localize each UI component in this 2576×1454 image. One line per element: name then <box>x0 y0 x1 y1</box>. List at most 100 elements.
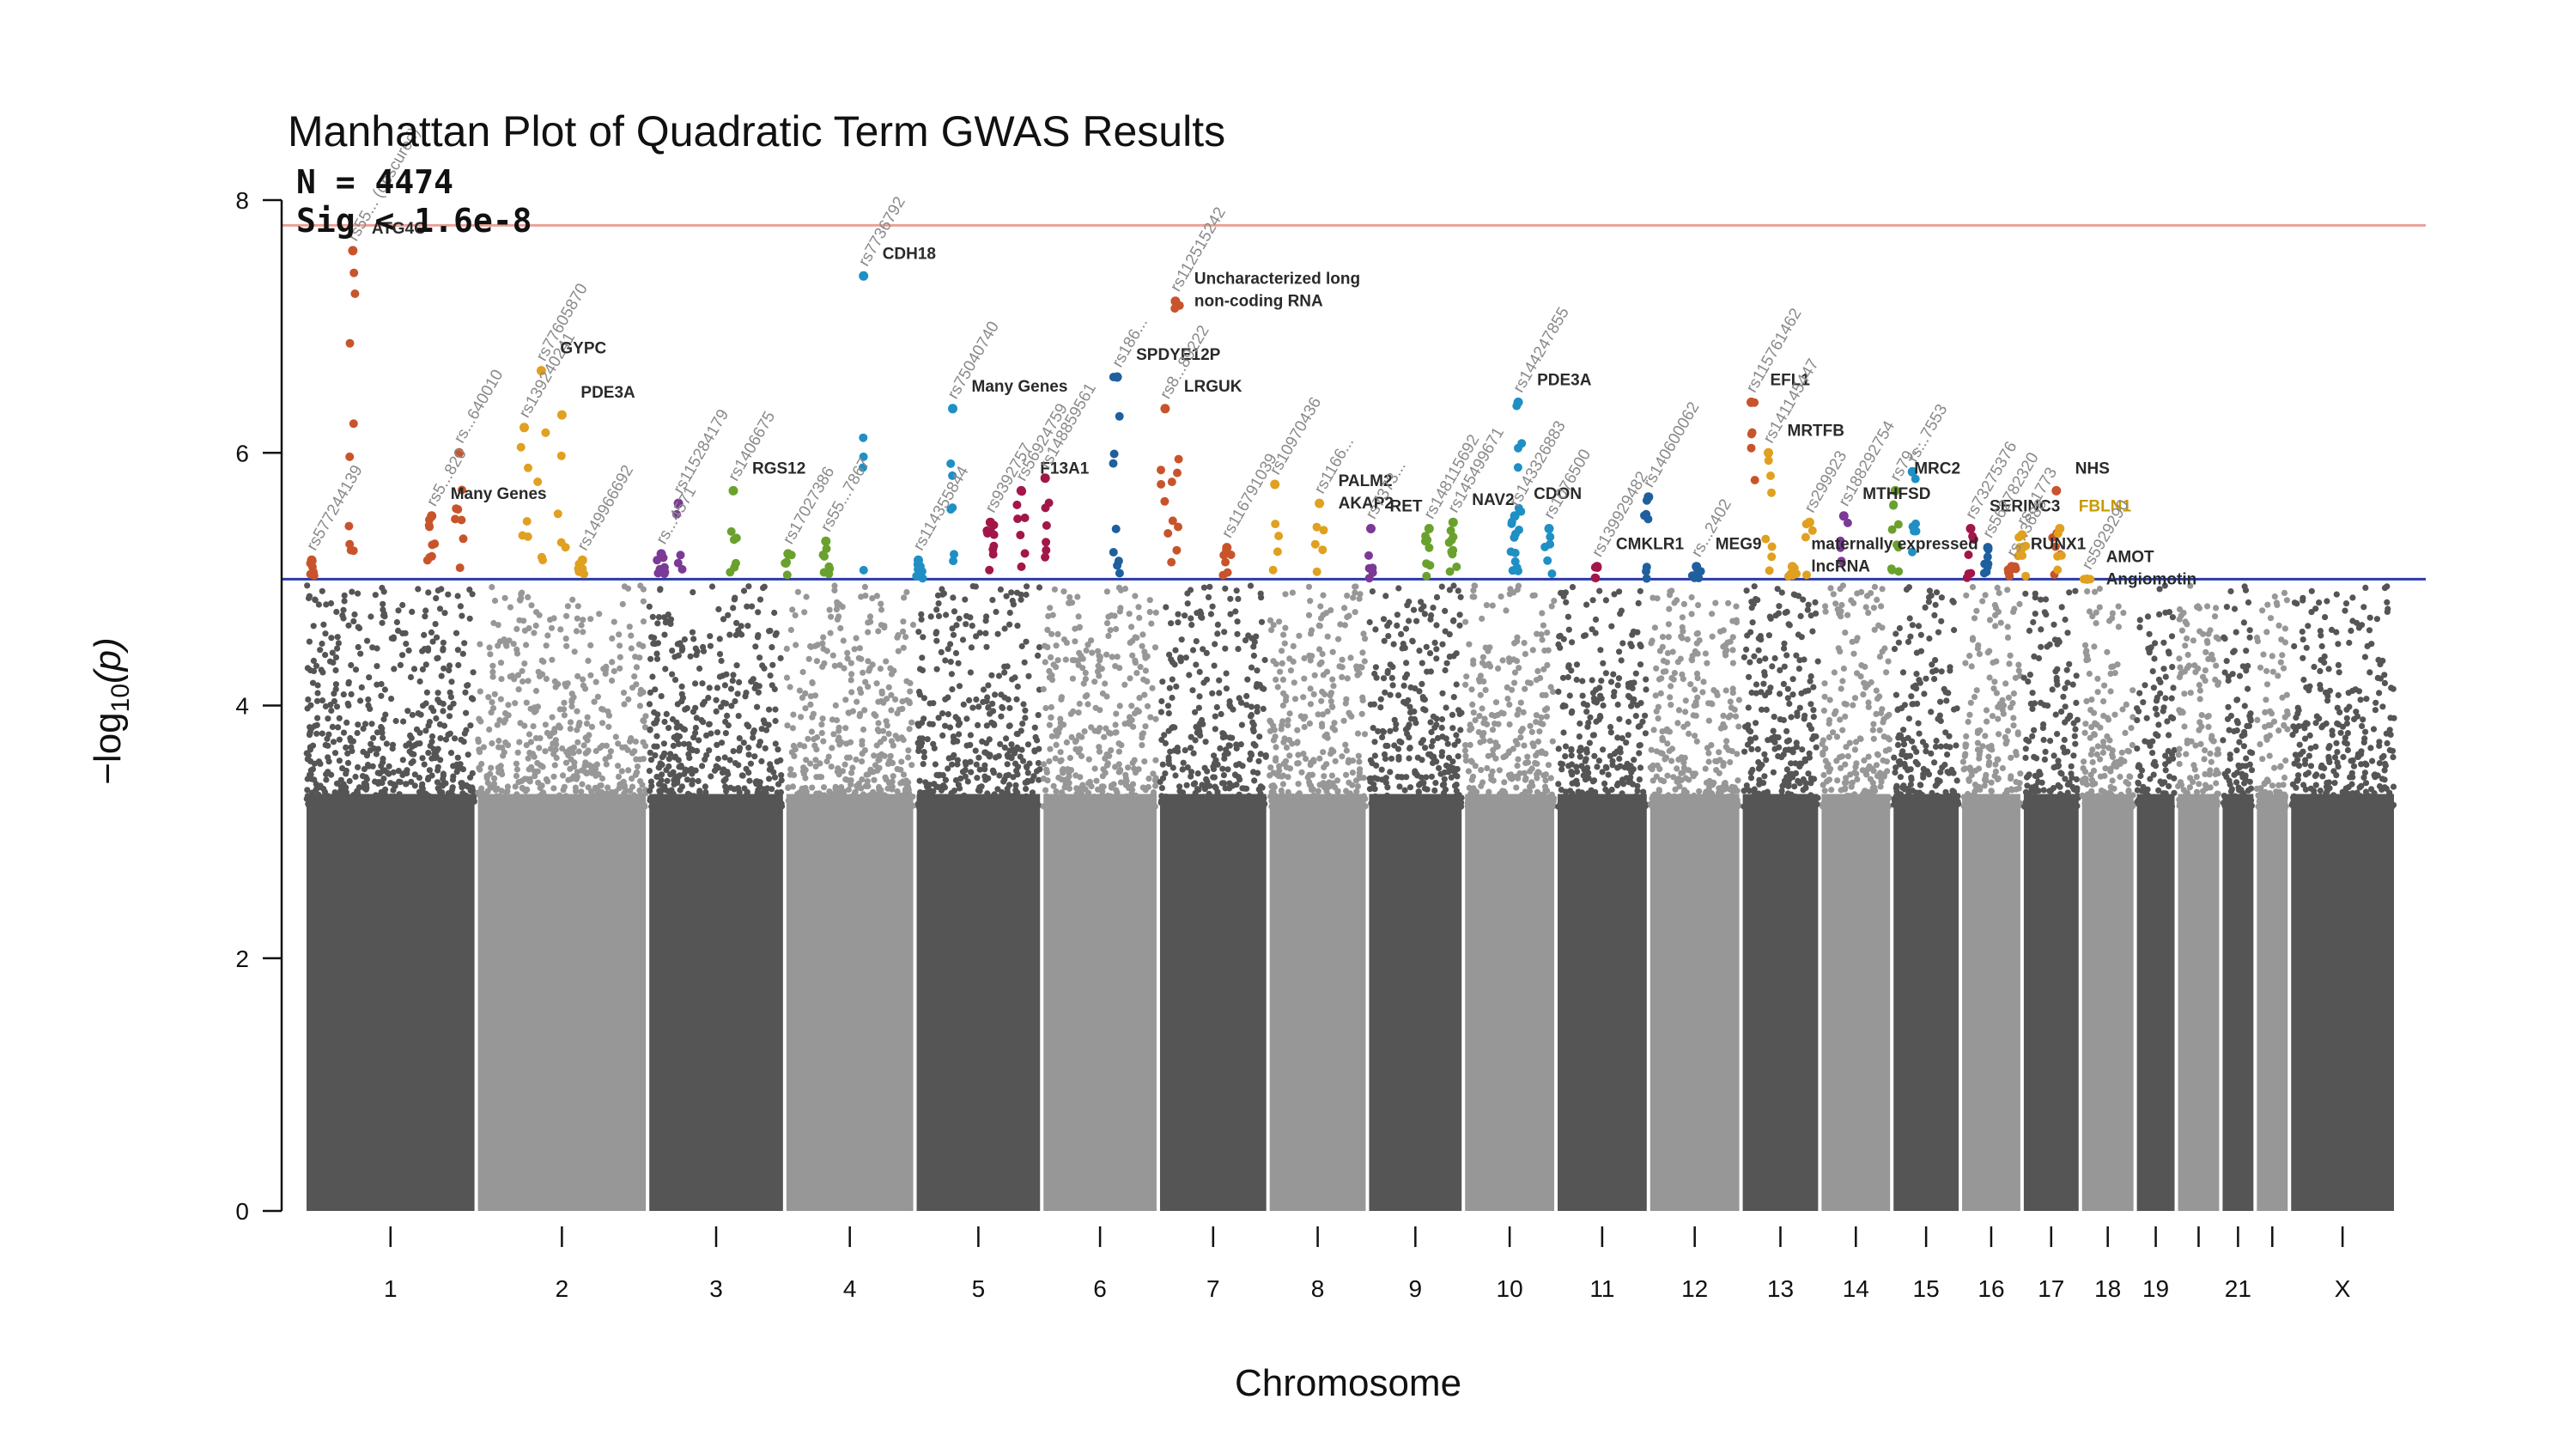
background-point <box>948 790 955 797</box>
background-point <box>887 797 894 804</box>
background-point <box>735 762 742 769</box>
background-point <box>1453 650 1460 657</box>
background-point <box>1627 679 1634 686</box>
background-point <box>354 788 361 794</box>
background-point <box>1343 771 1350 778</box>
background-point <box>1389 664 1396 671</box>
background-point <box>1133 792 1139 800</box>
background-point <box>447 694 455 701</box>
background-point <box>962 596 969 603</box>
background-point <box>1506 701 1513 709</box>
background-point <box>665 725 672 732</box>
background-point <box>880 699 887 706</box>
background-point <box>1515 756 1522 763</box>
background-point <box>1018 642 1025 650</box>
background-point <box>1107 730 1114 737</box>
background-point <box>798 714 805 721</box>
background-point <box>647 749 653 757</box>
background-point <box>1307 685 1314 692</box>
background-point <box>949 625 956 632</box>
background-point <box>477 749 483 756</box>
background-point <box>513 625 520 633</box>
background-point <box>938 787 945 794</box>
background-point <box>820 738 827 745</box>
background-point <box>516 739 523 745</box>
background-point <box>1450 617 1457 624</box>
background-point <box>1380 728 1387 735</box>
background-point <box>1006 704 1013 712</box>
background-point <box>656 803 664 810</box>
background-point <box>1409 637 1416 644</box>
background-point <box>1209 603 1216 610</box>
background-point <box>1048 703 1054 711</box>
background-point <box>1175 611 1182 617</box>
background-point <box>1220 772 1227 779</box>
background-point <box>1103 588 1110 595</box>
background-point <box>845 786 853 794</box>
background-point <box>447 803 455 810</box>
background-point <box>983 722 990 729</box>
background-point <box>1280 690 1287 697</box>
background-point <box>1308 786 1315 794</box>
background-point <box>357 697 364 704</box>
background-point <box>679 794 686 800</box>
background-point <box>538 657 545 664</box>
background-point <box>1257 783 1264 790</box>
background-point <box>306 638 313 645</box>
background-point <box>1285 717 1291 724</box>
background-point <box>364 761 372 769</box>
background-point <box>1547 803 1554 810</box>
background-point <box>1157 800 1164 806</box>
background-point <box>1455 753 1461 760</box>
background-point <box>716 673 724 680</box>
background-point <box>1431 753 1437 760</box>
background-point <box>1440 789 1447 797</box>
background-point <box>693 800 700 807</box>
background-point <box>932 761 939 768</box>
background-point <box>1204 802 1211 809</box>
background-point <box>1534 667 1541 675</box>
background-point <box>1507 586 1514 593</box>
background-point <box>1518 794 1525 800</box>
background-point <box>1359 649 1366 656</box>
background-point <box>1637 803 1643 810</box>
background-point <box>1596 684 1603 691</box>
background-point <box>408 759 415 767</box>
background-point <box>1496 767 1503 774</box>
background-point <box>1555 688 1562 696</box>
background-point <box>927 700 933 707</box>
background-point <box>550 785 557 792</box>
background-point <box>1021 659 1028 666</box>
background-point <box>407 673 415 681</box>
background-point <box>369 763 376 770</box>
background-point <box>1316 755 1323 762</box>
background-point <box>1100 783 1107 790</box>
background-point <box>606 794 613 800</box>
background-point <box>585 800 592 808</box>
background-point <box>1356 758 1363 765</box>
background-point <box>917 794 924 801</box>
background-point <box>1030 773 1037 780</box>
background-point <box>625 767 632 774</box>
background-point <box>861 707 868 714</box>
background-point <box>976 766 983 773</box>
background-point <box>365 702 372 709</box>
background-point <box>634 769 641 776</box>
background-point <box>679 646 686 653</box>
background-point <box>351 611 358 618</box>
background-point <box>1066 599 1073 606</box>
background-point <box>1243 702 1250 709</box>
background-point <box>1142 723 1149 730</box>
background-point <box>518 802 525 809</box>
background-point <box>1323 668 1331 675</box>
background-point <box>1431 798 1438 805</box>
background-point <box>348 738 355 745</box>
background-point <box>1467 727 1473 733</box>
background-point <box>1514 634 1521 641</box>
background-point <box>523 699 530 706</box>
background-point <box>1369 588 1376 595</box>
background-point <box>1169 694 1176 702</box>
background-point <box>1418 739 1425 746</box>
background-point <box>574 603 581 610</box>
